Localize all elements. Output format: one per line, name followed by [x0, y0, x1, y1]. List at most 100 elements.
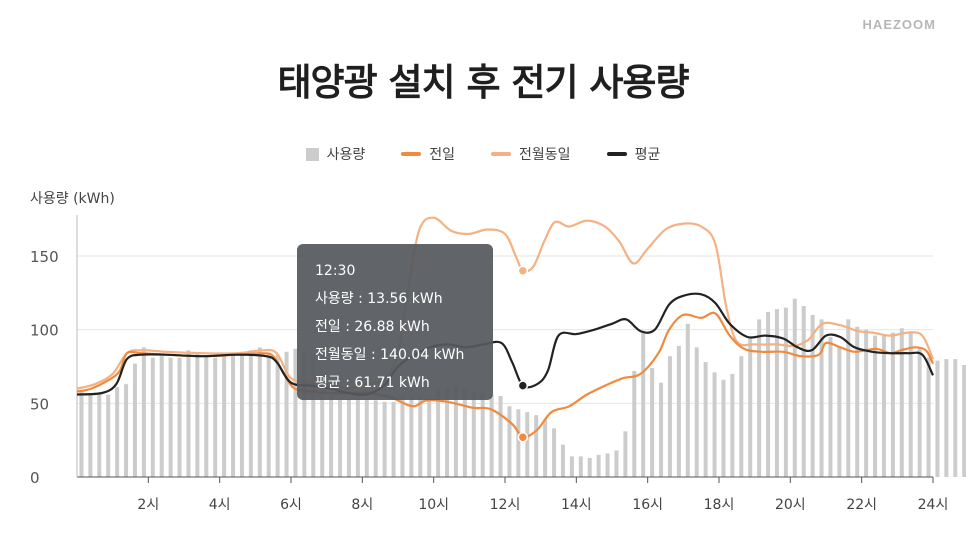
usage-bar	[917, 347, 922, 477]
brand-logo: HAEZOOM	[862, 17, 936, 32]
legend-label-usage: 사용량	[326, 147, 366, 163]
usage-bar	[578, 456, 583, 477]
usage-bar	[757, 319, 762, 477]
usage-bar	[543, 419, 548, 477]
usage-bar	[516, 409, 521, 477]
legend-swatch-yesterday	[401, 152, 422, 156]
usage-bar	[739, 356, 744, 477]
usage-bar	[525, 412, 530, 477]
usage-bar	[659, 382, 664, 477]
usage-bar	[88, 393, 93, 477]
usage-bar	[828, 337, 833, 477]
usage-bar	[293, 348, 298, 477]
usage-bar	[944, 359, 949, 477]
usage-bar	[605, 453, 610, 477]
usage-bar	[560, 444, 565, 477]
usage-bar	[837, 347, 842, 477]
usage-bar	[801, 306, 806, 477]
x-tick-label: 14시	[561, 497, 592, 513]
usage-bar	[391, 401, 396, 477]
usage-bar	[632, 370, 637, 477]
usage-bar	[596, 454, 601, 477]
legend-item-yesterday[interactable]: 전일	[401, 144, 455, 164]
x-tick-label: 6시	[280, 497, 302, 513]
usage-bar	[534, 415, 539, 477]
x-tick-label: 22시	[846, 497, 877, 513]
usage-bar	[453, 385, 458, 477]
usage-bar	[132, 363, 137, 477]
usage-bar	[436, 388, 441, 477]
usage-bar	[346, 398, 351, 477]
usage-bar	[846, 319, 851, 477]
legend-label-average: 평균	[634, 147, 661, 163]
usage-bar	[329, 395, 334, 477]
y-tick-label: 150	[30, 248, 59, 266]
y-tick-label: 0	[30, 469, 40, 487]
usage-bar	[721, 379, 726, 477]
legend-swatch-last-month	[491, 152, 512, 156]
usage-bar	[899, 328, 904, 477]
yesterday-line	[76, 311, 934, 439]
y-axis-title: 사용량 (kWh)	[30, 191, 115, 207]
usage-bar	[810, 314, 815, 477]
usage-bar	[650, 367, 655, 477]
usage-bar	[685, 323, 690, 477]
usage-bar	[97, 394, 102, 477]
usage-bar	[204, 356, 209, 477]
usage-bar	[364, 398, 369, 477]
legend-label-last-month: 전월동일	[519, 147, 571, 163]
usage-bar	[774, 309, 779, 477]
last-month-line	[76, 216, 935, 390]
usage-bar	[766, 311, 771, 477]
usage-bar	[445, 387, 450, 477]
usage-bar	[881, 335, 886, 477]
x-tick-label: 16시	[632, 497, 663, 513]
x-tick-label: 12시	[490, 497, 521, 513]
usage-bar	[106, 394, 111, 477]
legend-item-last-month[interactable]: 전월동일	[491, 144, 571, 164]
usage-bar	[124, 384, 129, 477]
usage-bar	[311, 354, 316, 477]
y-tick-label: 50	[30, 395, 49, 413]
usage-bar	[552, 428, 557, 477]
x-tick-label: 8시	[351, 497, 373, 513]
tooltip-last-month: 전월동일 : 140.04 kWh	[315, 347, 465, 363]
usage-bar	[676, 345, 681, 477]
usage-bar	[962, 365, 966, 477]
usage-bar	[302, 351, 307, 477]
usage-bar	[239, 351, 244, 477]
usage-bar	[150, 357, 155, 477]
usage-bar	[168, 357, 173, 477]
chart-legend: 사용량 전일 전월동일 평균	[0, 144, 966, 164]
usage-bar	[935, 360, 940, 477]
x-tick-label: 4시	[209, 497, 231, 513]
x-tick-label: 10시	[418, 497, 449, 513]
usage-bar	[284, 351, 289, 477]
usage-bar	[248, 350, 253, 477]
usage-bar	[480, 393, 485, 477]
tooltip-yesterday: 전일 : 26.88 kWh	[315, 319, 430, 335]
usage-bar	[507, 406, 512, 477]
usage-bar	[748, 337, 753, 477]
usage-bar	[489, 394, 494, 477]
usage-bar	[195, 353, 200, 477]
usage-bar	[694, 347, 699, 477]
legend-item-average[interactable]: 평균	[606, 144, 661, 164]
legend-swatch-usage	[305, 147, 319, 161]
legend-item-usage[interactable]: 사용량	[305, 144, 366, 164]
usage-bar	[792, 298, 797, 477]
usage-bar	[926, 357, 931, 477]
usage-bar	[400, 394, 405, 477]
tooltip-time: 12:30	[315, 263, 356, 279]
last-month-marker	[517, 265, 529, 276]
usage-bar	[855, 326, 860, 477]
usage-bar	[641, 332, 646, 477]
usage-bar	[462, 388, 467, 477]
usage-bar	[908, 331, 913, 477]
usage-bar	[864, 329, 869, 477]
usage-bar	[320, 385, 325, 477]
usage-bar	[730, 373, 735, 477]
usage-bar	[186, 350, 191, 477]
tooltip-usage: 사용량 : 13.56 kWh	[315, 291, 443, 307]
